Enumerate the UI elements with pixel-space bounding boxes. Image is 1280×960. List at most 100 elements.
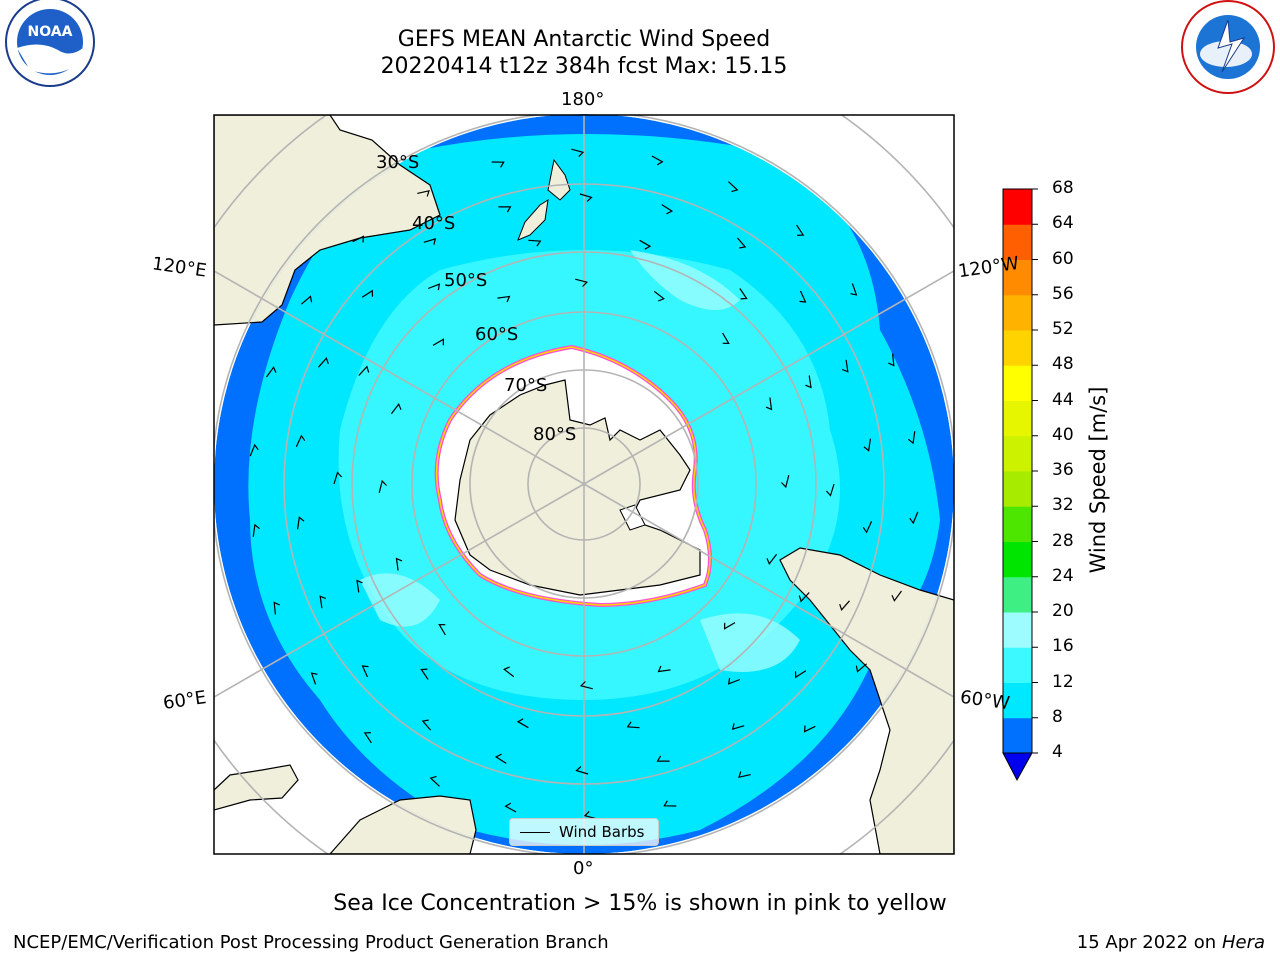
- wind-barb: [579, 193, 593, 202]
- wind-barb: [909, 511, 919, 525]
- wind-barb: [657, 665, 671, 673]
- colorbar-tick-label: 4: [1052, 742, 1063, 762]
- wind-barb: [497, 295, 511, 303]
- wind-barb: [728, 181, 739, 193]
- colorbar-tick-label: 24: [1052, 565, 1074, 586]
- wind-barb: [427, 283, 441, 291]
- wind-barb: [888, 353, 895, 367]
- wind-barb: [798, 592, 810, 603]
- wind-barb: [908, 431, 916, 445]
- colorbar-tick-label: 64: [1052, 213, 1074, 234]
- wind-barb: [575, 278, 589, 287]
- wind-barb: [651, 155, 664, 166]
- colorbar-block: [1003, 541, 1032, 578]
- wind-barb: [722, 332, 730, 345]
- wind-barb: [438, 623, 446, 636]
- wind-barb: [731, 723, 745, 730]
- wind-barb: [420, 668, 429, 680]
- wind-barb: [361, 289, 374, 298]
- wind-barb: [794, 670, 807, 679]
- wind-barb: [429, 775, 440, 787]
- wind-barb: [318, 357, 329, 368]
- wind-barb: [301, 295, 313, 305]
- colorbar-block: [1003, 506, 1032, 542]
- wind-barb: [727, 677, 741, 685]
- lat-label-30s: 30°S: [376, 152, 420, 173]
- lon-label-180: 180°: [561, 89, 605, 110]
- colorbar-block: [1003, 330, 1032, 366]
- wind-barb: [491, 161, 505, 168]
- wind-barb: [266, 366, 277, 378]
- footer-date-text: 15 Apr 2022 on: [1076, 932, 1217, 953]
- colorbar-block: [1003, 189, 1032, 225]
- wind-barb: [765, 397, 773, 411]
- wind-barb: [739, 288, 748, 300]
- wind-barb: [891, 590, 902, 602]
- colorbar-block: [1003, 400, 1032, 437]
- colorbar-tick-label: 16: [1052, 636, 1074, 657]
- wind-barb: [571, 148, 585, 158]
- noaa-logo: NOAA: [5, 0, 95, 87]
- footer-branch: NCEP/EMC/Verification Post Processing Pr…: [13, 932, 609, 953]
- colorbar-tick-label: 52: [1052, 319, 1074, 339]
- wind-barb: [378, 479, 387, 493]
- wind-barb: [656, 755, 670, 762]
- colorbar-block: [1003, 259, 1032, 296]
- wind-barb: [333, 471, 343, 485]
- wind-barb: [855, 663, 867, 673]
- wind-barb: [626, 721, 640, 729]
- colorbar-tick-label: 20: [1052, 601, 1074, 621]
- colorbar-block: [1003, 612, 1032, 648]
- colorbar-block: [1003, 294, 1032, 331]
- ocean-wind-16-20: [360, 250, 800, 672]
- colorbar-block: [1003, 471, 1032, 507]
- lat-label-70s: 70°S: [504, 375, 548, 396]
- wind-barb: [249, 443, 259, 457]
- colorbar-tick-label: 68: [1052, 178, 1074, 198]
- wind-barb: [516, 718, 529, 729]
- wind-barb: [421, 719, 432, 731]
- map-frame: [213, 114, 955, 855]
- wind-barb: [781, 475, 790, 489]
- wind-barb: [653, 290, 665, 302]
- wind-barb: [583, 810, 597, 820]
- colorbar-block: [1003, 717, 1032, 754]
- wind-barb: [805, 375, 812, 389]
- colorbar-label: Wind Speed [m/s]: [1086, 386, 1110, 574]
- wind-barbs-legend: Wind Barbs: [509, 818, 659, 846]
- footer-date: 15 Apr 2022 on Hera: [1077, 932, 1265, 953]
- colorbar-tick-label: 12: [1052, 671, 1074, 692]
- wind-barb: [319, 595, 327, 609]
- lat-label-60s: 60°S: [475, 324, 519, 345]
- wind-barb: [839, 600, 850, 611]
- wind-barb: [799, 290, 807, 303]
- legend-line-swatch: [520, 831, 550, 833]
- subtitle: Sea Ice Concentration > 15% is shown in …: [333, 891, 947, 916]
- colorbar-block: [1003, 435, 1032, 472]
- wind-barb: [423, 238, 437, 245]
- colorbar-tick-label: 32: [1052, 495, 1074, 516]
- colorbar-tick-label: 36: [1052, 460, 1074, 480]
- wind-barb: [575, 766, 589, 775]
- colorbar-block: [1003, 224, 1032, 260]
- title-line-1: GEFS MEAN Antarctic Wind Speed: [397, 27, 771, 52]
- colorbar-tick-label: 56: [1052, 283, 1074, 304]
- wind-barb: [528, 239, 542, 247]
- wind-barb: [273, 601, 280, 615]
- colorbar-tick-label: 60: [1052, 248, 1074, 269]
- wind-barb: [736, 237, 747, 249]
- nws-logo: [1181, 0, 1275, 94]
- legend-label: Wind Barbs: [559, 823, 645, 841]
- wind-barb: [579, 681, 593, 690]
- wind-barb: [661, 204, 674, 215]
- colorbar-tick-label: 8: [1052, 706, 1063, 727]
- wind-barb: [862, 520, 873, 534]
- colorbar-tick-label: 28: [1052, 530, 1074, 551]
- wind-barb: [503, 666, 515, 678]
- wind-barb: [417, 189, 430, 197]
- footer-host: Hera: [1221, 932, 1265, 953]
- colorbar-block: [1003, 365, 1032, 401]
- lat-label-40s: 40°S: [412, 213, 456, 234]
- colorbar-block: [1003, 647, 1032, 683]
